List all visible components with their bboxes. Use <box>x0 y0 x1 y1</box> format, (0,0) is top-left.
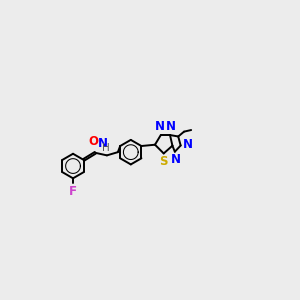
Text: S: S <box>160 155 168 168</box>
Text: H: H <box>102 143 110 153</box>
Text: O: O <box>88 135 98 148</box>
Text: N: N <box>166 120 176 134</box>
Text: N: N <box>170 153 181 166</box>
Text: F: F <box>69 185 77 198</box>
Text: N: N <box>155 120 165 134</box>
Text: N: N <box>98 137 107 150</box>
Text: N: N <box>183 138 193 151</box>
